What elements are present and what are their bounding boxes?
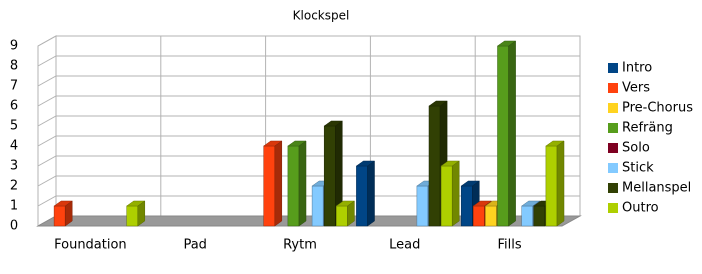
y-tick-label: 1: [10, 199, 18, 214]
bar-side: [274, 140, 283, 227]
bar: [496, 40, 517, 227]
legend-label: Refräng: [622, 121, 673, 136]
y-tick-label: 5: [10, 119, 18, 134]
legend-label: Solo: [622, 141, 650, 156]
legend-swatch: [608, 183, 618, 193]
bar-side: [64, 200, 73, 227]
bar-side: [298, 140, 307, 227]
bar-front: [323, 125, 336, 227]
bar-front: [533, 205, 546, 227]
bar: [125, 200, 146, 227]
y-tick-label: 8: [10, 59, 18, 74]
legend-swatch: [608, 83, 618, 93]
x-tick-label: Lead: [389, 238, 420, 253]
bar-front: [460, 185, 473, 227]
bar-side: [137, 200, 146, 227]
y-tick-label: 7: [10, 79, 18, 94]
legend-label: Mellanspel: [622, 181, 691, 196]
legend-label: Stick: [622, 161, 654, 176]
chart-title: Klockspel: [293, 9, 350, 23]
bar-front: [521, 205, 534, 227]
y-tick-label: 9: [10, 39, 18, 54]
bar: [355, 160, 376, 227]
legend-swatch: [608, 103, 618, 113]
bar-front: [336, 205, 348, 227]
legend-swatch: [608, 123, 618, 133]
bar-side: [556, 140, 565, 227]
x-tick-label: Foundation: [54, 238, 127, 253]
x-tick-label: Pad: [183, 238, 206, 253]
bar: [335, 200, 356, 227]
bar-front: [356, 165, 368, 227]
bar-front: [53, 205, 66, 227]
bar: [545, 140, 565, 227]
bar-front: [497, 45, 509, 227]
bar: [440, 160, 460, 227]
legend-swatch: [608, 63, 618, 73]
bar-front: [473, 205, 485, 227]
x-tick-label: Fills: [498, 238, 522, 253]
legend-label: Intro: [622, 61, 652, 76]
bar-side: [367, 160, 375, 227]
bar-front: [263, 145, 276, 227]
legend-label: Vers: [622, 81, 650, 96]
bar-front: [440, 165, 453, 227]
bar-front: [311, 185, 324, 227]
bar-front: [416, 185, 429, 227]
y-tick-label: 6: [10, 99, 18, 114]
legend-label: Outro: [622, 201, 659, 216]
legend-swatch: [608, 163, 618, 173]
bar-front: [545, 145, 558, 227]
legend-label: Pre-Chorus: [622, 101, 693, 116]
bar: [262, 140, 283, 227]
y-tick-label: 3: [10, 159, 18, 174]
bar-side: [347, 200, 355, 227]
bar-front: [485, 205, 497, 227]
y-tick-label: 0: [10, 219, 18, 234]
bar-front: [287, 145, 300, 227]
x-tick-label: Rytm: [283, 238, 317, 253]
y-tick-label: 2: [10, 179, 18, 194]
bar-side: [451, 160, 460, 227]
y-tick-label: 4: [10, 139, 18, 154]
bar-front: [428, 105, 441, 227]
bar: [287, 140, 307, 227]
bar: [323, 120, 344, 227]
bar-front: [126, 205, 139, 227]
legend-swatch: [608, 143, 618, 153]
bar: [53, 200, 73, 227]
bar-side: [508, 40, 516, 227]
legend-swatch: [608, 203, 618, 213]
